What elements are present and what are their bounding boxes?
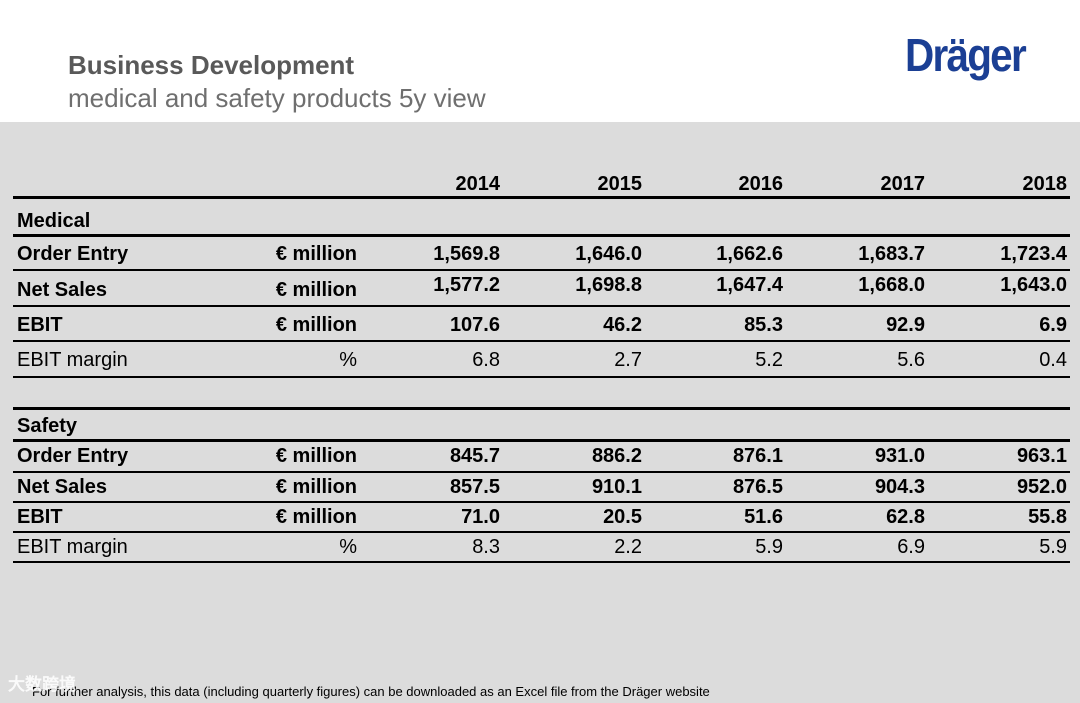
slide-header: Business Development medical and safety …: [0, 0, 1080, 122]
footnote: For further analysis, this data (includi…: [32, 684, 710, 699]
cell-value: 1,646.0: [575, 243, 642, 265]
cell-value: 5.9: [1039, 536, 1067, 558]
cell-value: 46.2: [603, 314, 642, 336]
table-divider: [13, 340, 1070, 342]
table-divider: [13, 196, 1070, 199]
cell-value: 1,647.4: [716, 274, 783, 296]
cell-value: 51.6: [744, 506, 783, 528]
watermark: 大数跨境: [8, 675, 76, 694]
row-unit: € million: [275, 314, 357, 336]
cell-value: 1,662.6: [716, 243, 783, 265]
cell-value: 1,569.8: [433, 243, 500, 265]
table-divider: [13, 531, 1070, 533]
table-divider: [13, 407, 1070, 410]
cell-value: 62.8: [886, 506, 925, 528]
page-title: Business Development: [68, 50, 355, 80]
cell-value: 20.5: [603, 506, 642, 528]
table-divider: [13, 269, 1070, 271]
cell-value: 1,723.4: [1000, 243, 1067, 265]
cell-value: 8.3: [472, 536, 500, 558]
cell-value: 107.6: [449, 314, 500, 336]
cell-value: 876.5: [732, 476, 783, 498]
table-divider: [13, 305, 1070, 307]
year-header: 2017: [880, 173, 926, 195]
row-label: Order Entry: [17, 445, 129, 467]
cell-value: 1,643.0: [1000, 274, 1067, 296]
cell-value: 55.8: [1028, 506, 1067, 528]
cell-value: 952.0: [1016, 476, 1067, 498]
cell-value: 6.9: [897, 536, 925, 558]
cell-value: 963.1: [1016, 445, 1067, 467]
cell-value: 931.0: [874, 445, 925, 467]
cell-value: 876.1: [732, 445, 783, 467]
page-subtitle: medical and safety products 5y view: [68, 83, 486, 113]
row-unit: %: [339, 536, 357, 558]
cell-value: 6.9: [1039, 314, 1067, 336]
cell-value: 2.2: [614, 536, 642, 558]
table-divider: [13, 234, 1070, 237]
row-label: Net Sales: [17, 279, 108, 301]
table-divider: [13, 471, 1070, 473]
cell-value: 6.8: [472, 349, 500, 371]
cell-value: 0.4: [1039, 349, 1067, 371]
table-divider: [13, 561, 1070, 563]
row-unit: € million: [275, 476, 357, 498]
table-divider: [13, 376, 1070, 378]
cell-value: 886.2: [591, 445, 642, 467]
year-header: 2015: [597, 173, 643, 195]
cell-value: 857.5: [449, 476, 500, 498]
cell-value: 5.6: [897, 349, 925, 371]
cell-value: 5.2: [755, 349, 783, 371]
year-header: 2014: [455, 173, 501, 195]
row-label: EBIT: [17, 506, 63, 528]
cell-value: 92.9: [886, 314, 925, 336]
cell-value: 1,698.8: [575, 274, 642, 296]
table-divider: [13, 439, 1070, 442]
cell-value: 910.1: [591, 476, 642, 498]
section-label: Safety: [17, 415, 78, 437]
row-label: EBIT margin: [17, 349, 128, 371]
cell-value: 845.7: [449, 445, 500, 467]
section-label: Medical: [17, 210, 91, 232]
slide-body: [0, 122, 1080, 703]
row-label: EBIT: [17, 314, 63, 336]
row-unit: € million: [275, 445, 357, 467]
row-unit: € million: [275, 279, 357, 301]
cell-value: 1,668.0: [858, 274, 925, 296]
year-header: 2016: [738, 173, 784, 195]
cell-value: 904.3: [874, 476, 925, 498]
draeger-logo: Dräger: [905, 29, 1027, 81]
row-unit: € million: [275, 243, 357, 265]
row-label: Order Entry: [17, 243, 129, 265]
cell-value: 1,683.7: [858, 243, 925, 265]
row-label: EBIT margin: [17, 536, 128, 558]
row-unit: € million: [275, 506, 357, 528]
cell-value: 2.7: [614, 349, 642, 371]
row-unit: %: [339, 349, 357, 371]
row-label: Net Sales: [17, 476, 108, 498]
cell-value: 71.0: [461, 506, 500, 528]
cell-value: 5.9: [755, 536, 783, 558]
table-divider: [13, 501, 1070, 503]
cell-value: 85.3: [744, 314, 783, 336]
year-header: 2018: [1022, 173, 1068, 195]
cell-value: 1,577.2: [433, 274, 500, 296]
